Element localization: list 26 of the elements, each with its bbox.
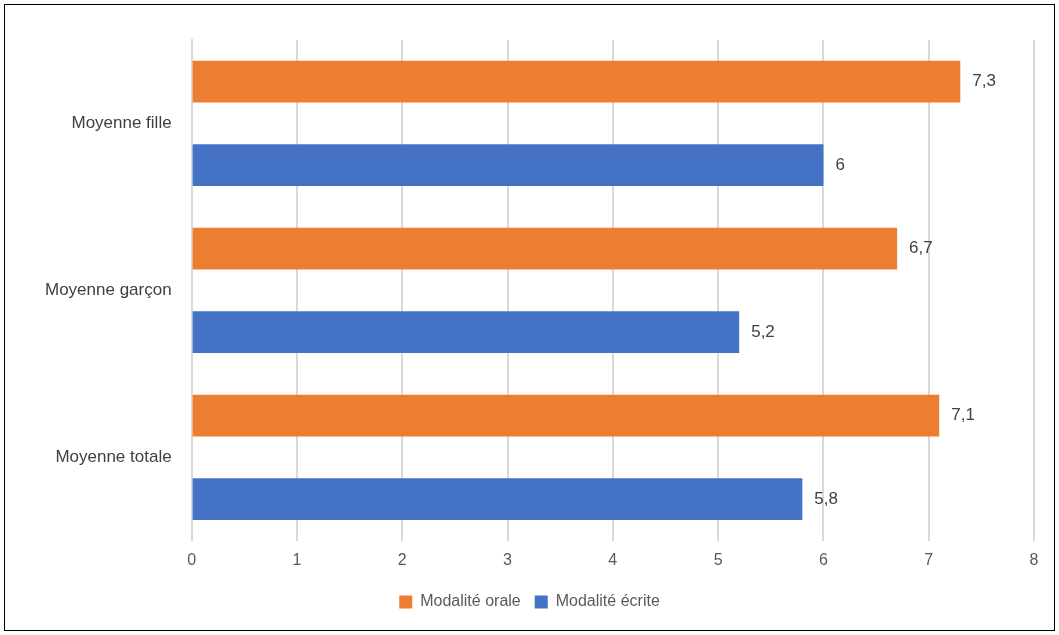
data-label: 7,1 xyxy=(951,405,975,425)
x-tick-label: 6 xyxy=(818,550,828,568)
x-tick-label: 4 xyxy=(608,550,618,568)
x-tick-label: 3 xyxy=(503,550,513,568)
x-tick-label: 1 xyxy=(292,550,302,568)
bar xyxy=(192,478,803,520)
bar xyxy=(192,311,740,353)
legend-label: Modalité orale xyxy=(420,592,521,610)
data-label: 6,7 xyxy=(909,238,933,258)
x-tick-label: 8 xyxy=(1029,550,1039,568)
data-label: 7,3 xyxy=(972,71,996,91)
x-tick-label: 2 xyxy=(397,550,407,568)
x-tick-label: 0 xyxy=(187,550,197,568)
y-tick-label: Moyenne fille xyxy=(71,113,172,133)
bar xyxy=(192,60,961,103)
bar xyxy=(192,394,940,437)
bar xyxy=(192,144,824,187)
data-label: 6 xyxy=(835,154,845,174)
y-tick-label: Moyenne garçon xyxy=(45,280,172,300)
y-tick-label: Moyenne totale xyxy=(55,447,172,467)
data-label: 5,8 xyxy=(814,488,838,508)
data-label: 5,2 xyxy=(751,321,775,341)
x-tick-label: 5 xyxy=(713,550,723,568)
bar xyxy=(192,227,898,270)
x-tick-label: 7 xyxy=(924,550,934,568)
legend-label: Modalité écrite xyxy=(555,592,660,610)
